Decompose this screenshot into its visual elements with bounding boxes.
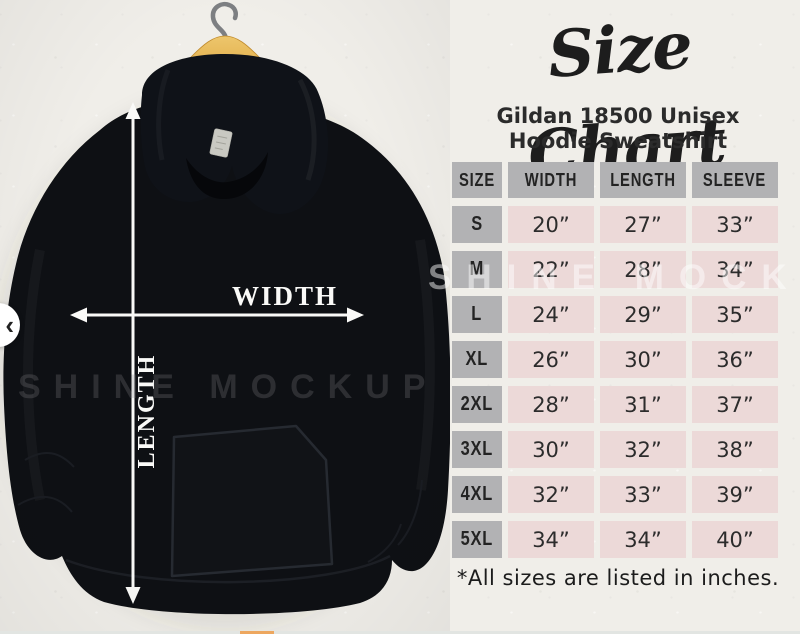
size-cell: XL	[452, 341, 502, 378]
size-table: SIZE WIDTH LENGTH SLEEVE S 20” 27” 33” M…	[452, 162, 778, 558]
column-header-sleeve: SLEEVE	[692, 162, 778, 198]
width-measure-label: WIDTH	[231, 281, 339, 311]
value-cell: 34”	[600, 521, 686, 558]
value-cell: 36”	[692, 341, 778, 378]
value-cell: 35”	[692, 296, 778, 333]
size-chart-title: Size Chart	[525, 8, 728, 193]
value-cell: 38”	[692, 431, 778, 468]
product-subtitle: Gildan 18500 Unisex Hoodie Sweatshirt	[440, 104, 796, 154]
value-cell: 34”	[692, 251, 778, 288]
value-cell: 39”	[692, 476, 778, 513]
value-cell: 26”	[508, 341, 594, 378]
value-cell: 34”	[508, 521, 594, 558]
value-cell: 28”	[600, 251, 686, 288]
hoodie-photo	[0, 1, 450, 628]
width-arrow	[70, 307, 364, 323]
units-footnote: *All sizes are listed in inches.	[456, 566, 780, 590]
next-row-sliver	[0, 631, 800, 634]
size-cell: M	[452, 251, 502, 288]
size-cell: 4XL	[452, 476, 502, 513]
length-arrow	[125, 102, 141, 604]
value-cell: 33”	[692, 206, 778, 243]
value-cell: 27”	[600, 206, 686, 243]
black-hoodie	[3, 54, 450, 615]
kangaroo-pocket-seam	[170, 424, 334, 578]
value-cell: 28”	[508, 386, 594, 423]
neck-tag-label	[209, 128, 233, 158]
hem-band-seam	[65, 554, 391, 584]
value-cell: 20”	[508, 206, 594, 243]
value-cell: 33”	[600, 476, 686, 513]
value-cell: 30”	[508, 431, 594, 468]
hanger-hook-icon	[210, 1, 238, 55]
column-header-width: WIDTH	[508, 162, 594, 198]
value-cell: 40”	[692, 521, 778, 558]
length-measure-label: LENGTH	[134, 353, 160, 469]
value-cell: 32”	[508, 476, 594, 513]
next-row-accent	[240, 631, 274, 634]
value-cell: 24”	[508, 296, 594, 333]
chevron-left-icon: ‹	[5, 310, 14, 340]
carousel-prev-button[interactable]: ‹	[0, 303, 20, 347]
value-cell: 22”	[508, 251, 594, 288]
column-header-length: LENGTH	[600, 162, 686, 198]
value-cell: 31”	[600, 386, 686, 423]
value-cell: 37”	[692, 386, 778, 423]
size-cell: 3XL	[452, 431, 502, 468]
size-cell: 5XL	[452, 521, 502, 558]
size-cell: 2XL	[452, 386, 502, 423]
value-cell: 30”	[600, 341, 686, 378]
column-header-size: SIZE	[452, 162, 502, 198]
size-cell: S	[452, 206, 502, 243]
size-cell: L	[452, 296, 502, 333]
value-cell: 32”	[600, 431, 686, 468]
subtitle-line1: Gildan 18500 Unisex	[496, 104, 740, 128]
subtitle-line2: Hoodie Sweatshirt	[508, 128, 728, 153]
value-cell: 29”	[600, 296, 686, 333]
